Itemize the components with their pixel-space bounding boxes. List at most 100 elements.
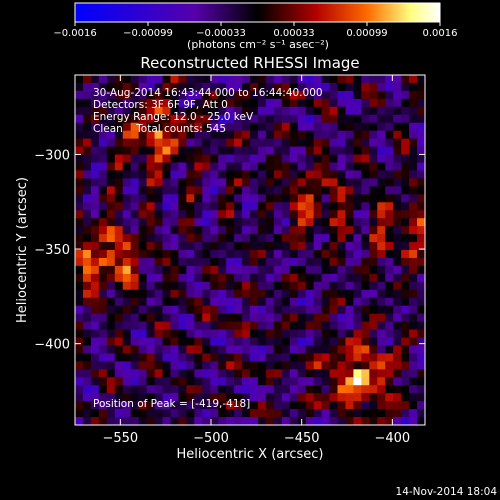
heatmap-cell — [337, 369, 346, 378]
heatmap-cell — [257, 226, 267, 235]
heatmap-cell — [250, 170, 259, 179]
heatmap-cell — [138, 250, 147, 259]
heatmap-cell — [289, 202, 299, 211]
heatmap-cell — [138, 122, 147, 131]
heatmap-cell — [393, 90, 402, 100]
heatmap-cell — [337, 265, 346, 275]
heatmap-cell — [154, 257, 163, 267]
heatmap-cell — [202, 257, 211, 267]
heatmap-cell — [154, 226, 163, 235]
heatmap-cell — [154, 170, 163, 179]
heatmap-cell — [393, 202, 402, 211]
heatmap-cell — [385, 234, 394, 243]
heatmap-cell — [90, 281, 100, 291]
heatmap-cell — [146, 106, 155, 116]
heatmap-cell — [75, 170, 84, 179]
heatmap-cell — [90, 401, 100, 410]
heatmap-cell — [385, 409, 394, 418]
heatmap-cell — [90, 313, 100, 322]
heatmap-cell — [257, 297, 267, 306]
heatmap-cell — [409, 313, 418, 322]
heatmap-cell — [305, 154, 314, 163]
heatmap-cell — [242, 130, 251, 139]
heatmap-cell — [250, 273, 259, 283]
heatmap-cell — [321, 409, 330, 418]
heatmap-cell — [377, 82, 386, 92]
heatmap-cell — [297, 393, 306, 402]
heatmap-cell — [170, 202, 179, 211]
heatmap-cell — [114, 90, 124, 100]
heatmap-cell — [393, 401, 402, 410]
heatmap-cell — [138, 297, 147, 306]
heatmap-cell — [409, 242, 418, 251]
heatmap-cell — [273, 194, 283, 203]
heatmap-cell — [194, 289, 203, 299]
heatmap-cell — [289, 385, 299, 394]
heatmap-cell — [257, 289, 267, 299]
heatmap-cell — [114, 329, 124, 338]
heatmap-cell — [75, 361, 84, 370]
heatmap-cell — [210, 417, 219, 426]
heatmap-cell — [401, 337, 410, 346]
heatmap-cell — [90, 130, 100, 139]
heatmap-cell — [409, 417, 418, 426]
heatmap-cell — [162, 82, 171, 92]
heatmap-cell — [393, 130, 402, 139]
heatmap-cell — [242, 146, 251, 155]
heatmap-cell — [353, 194, 362, 203]
heatmap-cell — [257, 321, 267, 330]
heatmap-cell — [186, 154, 195, 163]
heatmap-cell — [409, 321, 418, 330]
heatmap-cell — [321, 138, 330, 147]
heatmap-cell — [122, 194, 131, 203]
heatmap-cell — [234, 162, 243, 171]
heatmap-cell — [82, 90, 92, 100]
heatmap-cell — [90, 409, 100, 418]
heatmap-cell — [98, 154, 108, 163]
heatmap-cell — [345, 353, 354, 362]
heatmap-cell — [82, 234, 92, 243]
heatmap-cell — [337, 281, 346, 291]
heatmap-cell — [218, 90, 227, 100]
heatmap-cell — [210, 234, 219, 243]
heatmap-cell — [289, 170, 299, 179]
heatmap-cell — [178, 122, 187, 131]
heatmap-cell — [313, 186, 322, 195]
heatmap-cell — [353, 345, 362, 354]
heatmap-cell — [321, 393, 330, 402]
heatmap-cell — [305, 369, 314, 378]
heatmap-cell — [250, 377, 259, 386]
heatmap-cell — [401, 122, 410, 131]
heatmap-cell — [162, 114, 171, 124]
heatmap-cell — [82, 321, 92, 330]
heatmap-cell — [90, 250, 100, 259]
heatmap-cell — [353, 393, 362, 402]
heatmap-cell — [122, 417, 131, 426]
heatmap-cell — [305, 385, 314, 394]
heatmap-cell — [82, 98, 92, 108]
heatmap-cell — [130, 297, 139, 306]
heatmap-cell — [218, 75, 227, 84]
heatmap-cell — [106, 154, 116, 163]
heatmap-cell — [242, 385, 251, 394]
heatmap-cell — [170, 369, 179, 378]
heatmap-cell — [218, 218, 227, 227]
heatmap-cell — [106, 106, 116, 116]
heatmap-cell — [377, 297, 386, 306]
heatmap-cell — [234, 313, 243, 322]
heatmap-cell — [75, 98, 84, 108]
heatmap-cell — [226, 242, 235, 251]
heatmap-cell — [369, 154, 378, 163]
heatmap-cell — [82, 297, 92, 306]
heatmap-cell — [234, 170, 243, 179]
heatmap-cell — [122, 146, 131, 155]
heatmap-cell — [417, 289, 426, 299]
heatmap-cell — [154, 194, 163, 203]
heatmap-cell — [353, 337, 362, 346]
heatmap-cell — [401, 234, 410, 243]
heatmap-cell — [106, 393, 116, 402]
heatmap-cell — [154, 218, 163, 227]
heatmap-cell — [369, 409, 378, 418]
heatmap-cell — [218, 106, 227, 116]
heatmap-cell — [281, 401, 291, 410]
